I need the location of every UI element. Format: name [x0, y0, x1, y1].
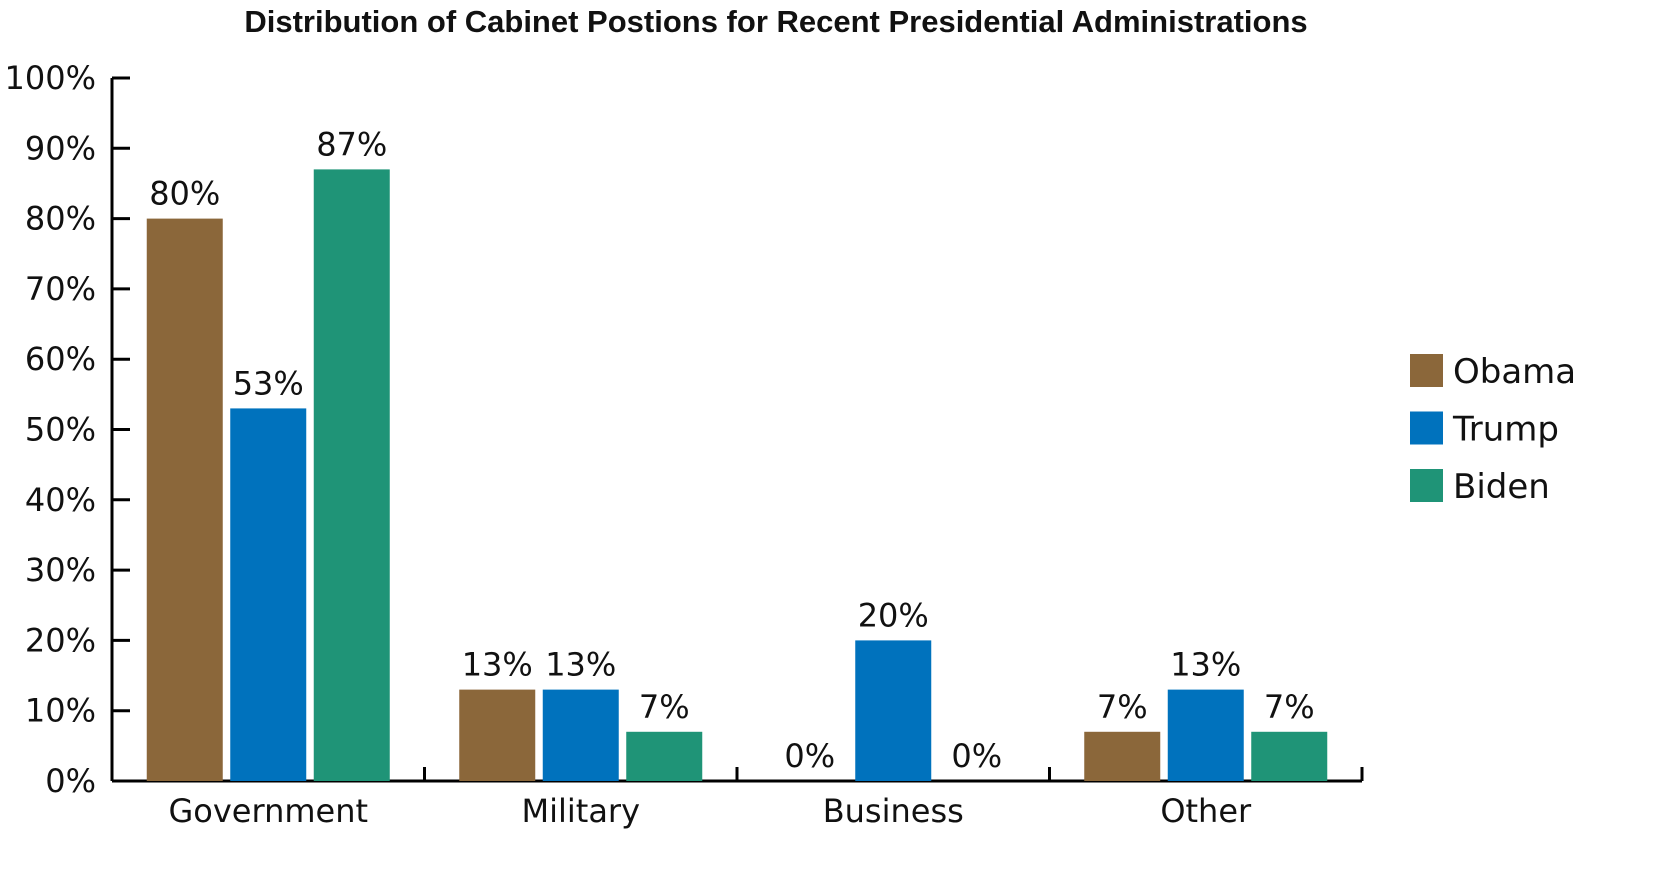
data-label: 0% [784, 737, 835, 775]
legend-swatch-obama [1410, 354, 1443, 387]
data-label: 7% [1264, 688, 1315, 726]
bar-biden [1251, 731, 1328, 781]
y-tick-label: 0% [45, 762, 96, 800]
y-tick-label: 100% [5, 59, 96, 97]
y-tick-label: 70% [25, 270, 96, 308]
y-tick-label: 40% [25, 481, 96, 519]
legend-swatch-biden [1410, 469, 1443, 502]
bar-obama [459, 689, 536, 781]
y-tick-label: 60% [25, 340, 96, 378]
bar-trump [230, 408, 307, 781]
legend-label-biden: Biden [1453, 467, 1550, 507]
bar-obama [1084, 731, 1161, 781]
bar-trump [542, 689, 619, 781]
data-label: 87% [316, 125, 387, 163]
y-tick-label: 80% [25, 200, 96, 238]
data-label: 0% [951, 737, 1002, 775]
plot-area: 0% 10% 20% 30% 40% 50% 60% 70% 80% 90% 100% Governm… [5, 59, 1364, 830]
legend-swatch-trump [1410, 411, 1443, 445]
chart-title: Distribution of Cabinet Postions for Rec… [244, 4, 1307, 39]
x-category-label: Government [168, 792, 368, 830]
data-label: 13% [1170, 646, 1241, 684]
data-label: 7% [639, 688, 690, 726]
x-category-label: Business [823, 792, 964, 830]
data-label: 13% [462, 646, 533, 684]
y-tick-label: 90% [25, 129, 96, 167]
y-tick-label: 30% [25, 551, 96, 589]
legend-label-obama: Obama [1453, 352, 1576, 392]
bar-obama [146, 218, 223, 782]
data-label: 13% [545, 646, 616, 684]
data-label: 7% [1097, 688, 1148, 726]
x-category-label: Military [521, 792, 640, 830]
x-category-label: Other [1160, 792, 1252, 830]
bar-biden [626, 731, 703, 781]
y-tick-label: 50% [25, 411, 96, 449]
legend: Obama Trump Biden [1410, 352, 1576, 507]
y-tick-label: 20% [25, 621, 96, 659]
bar-trump [855, 640, 932, 781]
bar-biden [313, 169, 390, 781]
data-label: 20% [858, 596, 929, 634]
data-label: 80% [149, 175, 220, 213]
y-tick-label: 10% [25, 692, 96, 730]
bar-trump [1167, 689, 1244, 781]
data-label: 53% [233, 364, 304, 402]
legend-label-trump: Trump [1452, 410, 1559, 450]
